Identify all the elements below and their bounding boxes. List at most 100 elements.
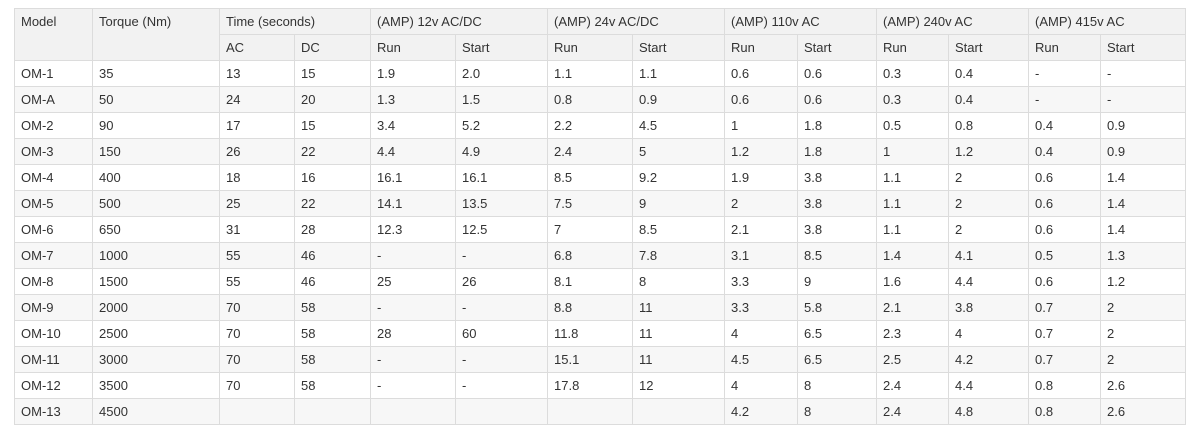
table-cell: 12	[632, 372, 726, 399]
table-head: Model Torque (Nm) Time (seconds) (AMP) 12v …	[14, 8, 1187, 61]
table-cell	[632, 398, 726, 425]
table-cell: 3.3	[724, 268, 799, 295]
table-cell: OM-6	[14, 216, 93, 243]
table-body: OM-1 35 13 15 1.9 2.0 1.1 1.1 0.6 0.6 0.3 0.4- - OM-A…	[14, 60, 1187, 425]
table-cell: 22	[293, 190, 372, 217]
table-cell: 2.3	[876, 320, 950, 347]
table-cell: -	[1028, 60, 1102, 87]
table-cell: 2.4	[876, 398, 950, 425]
table-cell: 58	[293, 372, 372, 399]
table-cell: 1.9	[370, 60, 457, 87]
table-cell: 12.3	[370, 216, 457, 243]
table-cell: OM-5	[14, 190, 93, 217]
table-cell: 1.5	[455, 86, 549, 113]
table-cell: 8	[632, 268, 726, 295]
table-cell: 0.4	[1028, 138, 1102, 165]
table-cell: 1	[876, 138, 950, 165]
table-cell: -	[455, 346, 549, 373]
table-cell: 2	[948, 216, 1030, 243]
table-cell: 2	[1100, 320, 1187, 347]
table-cell: 17.8	[547, 372, 634, 399]
table-cell: 6.5	[797, 346, 878, 373]
subheader-cell: Run	[724, 34, 799, 61]
table-cell: 3.8	[797, 164, 878, 191]
table-cell: 2.2	[547, 112, 634, 139]
table-cell: OM-12	[14, 372, 93, 399]
header-cell: (AMP) 415v AC	[1028, 8, 1187, 35]
table-cell: 8.5	[797, 242, 878, 269]
subheader-cell: Run	[1028, 34, 1102, 61]
table-cell: 70	[219, 294, 295, 321]
table-cell: 2	[948, 190, 1030, 217]
table-row: OM-12 3500 70 58- -17.8 12 4 8 2.4 4.4 0.8 2.6	[14, 372, 1187, 399]
table-cell: 8.5	[547, 164, 634, 191]
table-row: OM-3 150 26 22 4.4 4.9 2.4 5 1.2 1.8 1 1.2 0.4 0.9	[14, 138, 1187, 165]
table-cell: -	[1100, 86, 1187, 113]
table-cell: 55	[219, 242, 295, 269]
subheader-cell: Start	[1100, 34, 1187, 61]
table-cell: 3500	[92, 372, 220, 399]
table-cell: 26	[219, 138, 295, 165]
table-row: OM-A 50 24 20 1.3 1.5 0.8 0.9 0.6 0.6 0.3 0.4- -	[14, 86, 1187, 113]
table-cell: 1500	[92, 268, 220, 295]
table-cell: 1	[724, 112, 799, 139]
table-cell: 46	[293, 268, 372, 295]
table-cell: 2.4	[547, 138, 634, 165]
table-cell: 2	[724, 190, 799, 217]
table-cell: -	[370, 346, 457, 373]
table-cell: 1.2	[1100, 268, 1187, 295]
table-cell: 4.4	[948, 268, 1030, 295]
table-cell: 16.1	[370, 164, 457, 191]
table-cell: 500	[92, 190, 220, 217]
subheader-cell: DC	[293, 34, 372, 61]
table-cell: 13.5	[455, 190, 549, 217]
table-cell: OM-3	[14, 138, 93, 165]
table-cell: 2.6	[1100, 372, 1187, 399]
table-cell: 28	[370, 320, 457, 347]
table-cell: 150	[92, 138, 220, 165]
table-row: OM-9 2000 70 58- -8.8 11 3.3 5.8 2.1 3.8 0.7 2	[14, 294, 1187, 321]
table-cell: 2.1	[724, 216, 799, 243]
table-cell: 400	[92, 164, 220, 191]
subheader-cell: Start	[455, 34, 549, 61]
table-cell: 0.8	[547, 86, 634, 113]
table-cell: 7	[547, 216, 634, 243]
table-cell: -	[455, 294, 549, 321]
table-cell: OM-4	[14, 164, 93, 191]
table-row: OM-5 500 25 22 14.1 13.5 7.5 9 2 3.8 1.1 2 0.6 1.4	[14, 190, 1187, 217]
table-cell: 0.9	[632, 86, 726, 113]
subheader-cell: Start	[632, 34, 726, 61]
table-cell: -	[1028, 86, 1102, 113]
table-cell: 0.6	[1028, 216, 1102, 243]
table-cell: OM-A	[14, 86, 93, 113]
table-row: OM-6 650 31 28 12.3 12.5 7 8.5 2.1 3.8 1.1 2 0.6 1.4	[14, 216, 1187, 243]
table-cell: 5.2	[455, 112, 549, 139]
header-cell: Torque (Nm)	[92, 8, 220, 61]
table-cell: 13	[219, 60, 295, 87]
table-cell: 11	[632, 320, 726, 347]
table-row: OM-11 3000 70 58- -15.1 11 4.5 6.5 2.5 4.2 0.7 2	[14, 346, 1187, 373]
table-cell: 2	[948, 164, 1030, 191]
table-cell: 58	[293, 294, 372, 321]
table-cell: 0.9	[1100, 138, 1187, 165]
table-cell: 7.5	[547, 190, 634, 217]
table-cell: OM-7	[14, 242, 93, 269]
table-cell: 4.4	[370, 138, 457, 165]
table-cell: 12.5	[455, 216, 549, 243]
table-cell: 4.5	[724, 346, 799, 373]
table-cell: 0.5	[1028, 242, 1102, 269]
table-cell: 3.8	[948, 294, 1030, 321]
table-cell: 17	[219, 112, 295, 139]
table-row: OM-2 90 17 15 3.4 5.2 2.2 4.5 1 1.8 0.5 0.8 0.4 0.9	[14, 112, 1187, 139]
table-cell: 3.3	[724, 294, 799, 321]
table-cell: 70	[219, 320, 295, 347]
table-cell: 4	[724, 372, 799, 399]
table-cell: 0.3	[876, 60, 950, 87]
table-cell: -	[370, 372, 457, 399]
table-cell: 90	[92, 112, 220, 139]
table-cell: 1.1	[547, 60, 634, 87]
table-cell: 18	[219, 164, 295, 191]
table-row: OM-7 1000 55 46- -6.8 7.8 3.1 8.5 1.4 4.1 0.5 1.3	[14, 242, 1187, 269]
table-row: OM-10 2500 70 58 28 60 11.8 11 4 6.5 2.3 4 0.7 2	[14, 320, 1187, 347]
table-cell: 650	[92, 216, 220, 243]
